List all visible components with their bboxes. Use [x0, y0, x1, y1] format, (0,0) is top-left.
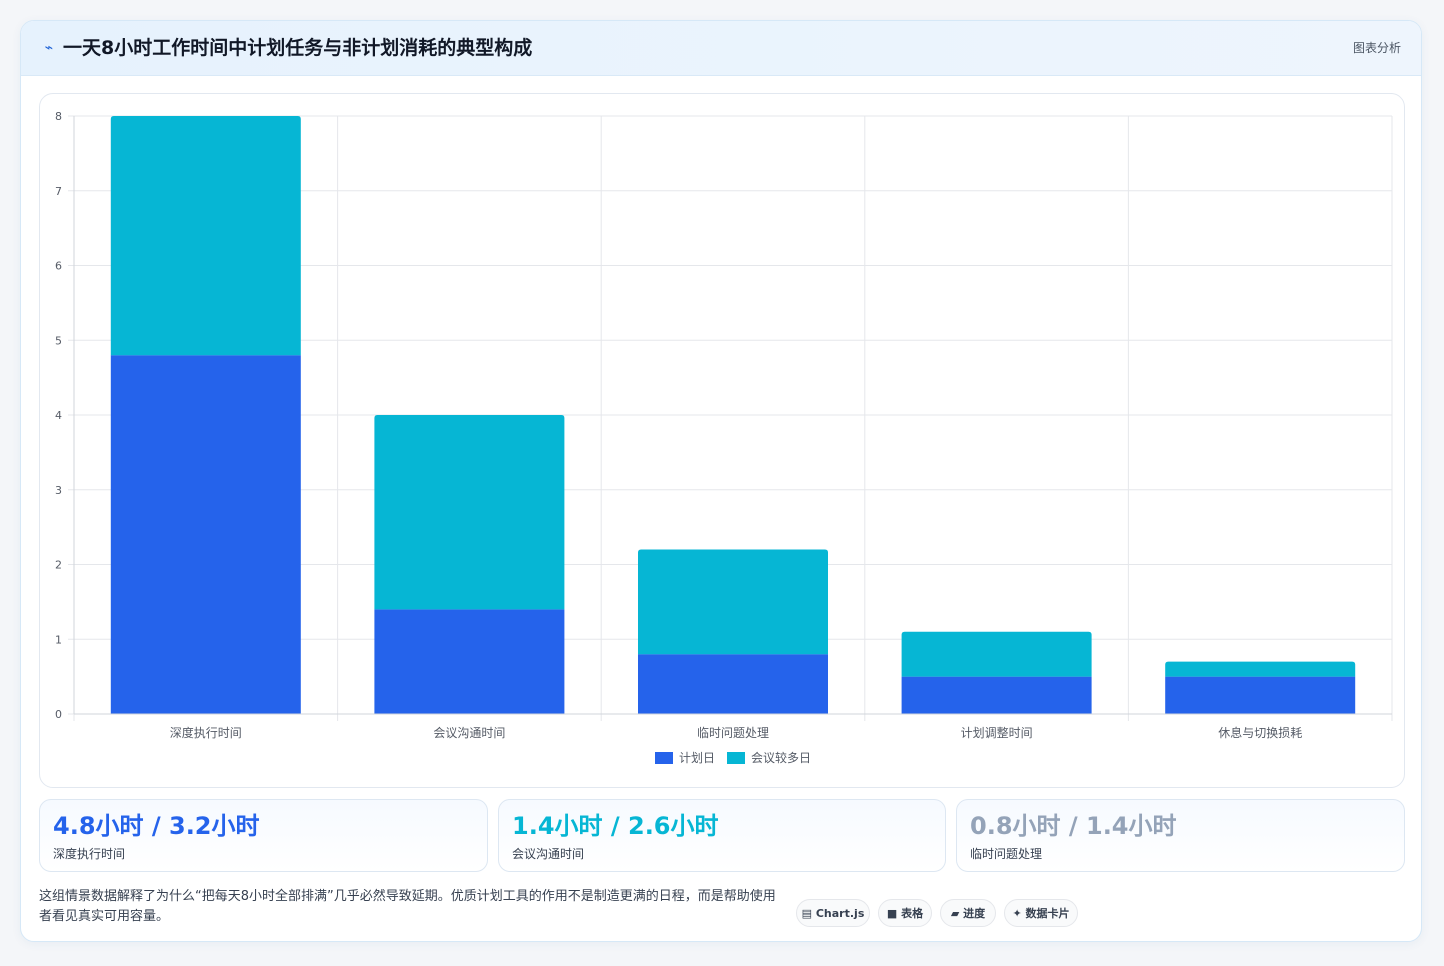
y-tick-label: 6 — [55, 260, 62, 273]
y-tick-label: 1 — [55, 633, 62, 646]
y-tick-label: 3 — [55, 484, 62, 497]
chart-analysis-link[interactable]: 图表分析 — [1352, 41, 1401, 55]
stat-label: 临时问题处理 — [970, 847, 1043, 861]
stat-card-deep-work: 4.8小时 / 3.2小时 深度执行时间 — [39, 799, 488, 872]
bar-segment — [638, 549, 828, 655]
stat-value: 4.8小时 / 3.2小时 — [53, 812, 260, 840]
y-tick-label: 0 — [55, 708, 62, 721]
stacked-bar-chart: 0 1 2 3 4 5 6 7 8 深度执行时间 会议沟通时间 临时问题处理 计划调整时间 休息与切换损耗… — [55, 110, 1393, 765]
chart-panel: 0 1 2 3 4 5 6 7 8 深度执行时间 会议沟通时间 临时问题处理 计划调整时间 休息与切换损耗… — [39, 93, 1405, 788]
progress-icon: ▰ — [950, 907, 960, 920]
legend-swatch — [727, 752, 745, 764]
x-tick-label: 会议沟通时间 — [433, 726, 505, 740]
y-tick-label: 7 — [55, 185, 62, 198]
stat-label: 深度执行时间 — [53, 847, 126, 861]
x-tick-label: 计划调整时间 — [961, 725, 1033, 740]
card-header: ⌁ 一天8小时工作时间中计划任务与非计划消耗的典型构成 图表分析 — [21, 21, 1421, 76]
bar-segment — [110, 116, 301, 356]
table-icon: ■ — [886, 907, 898, 920]
x-tick-label: 深度执行时间 — [170, 725, 242, 740]
chart-spark-icon: ⌁ — [44, 40, 54, 56]
stat-value: 0.8小时 / 1.4小时 — [970, 812, 1177, 840]
chartjs-icon: ▤ — [801, 907, 813, 920]
bar-segment — [901, 676, 1092, 714]
y-tick-label: 4 — [55, 409, 62, 422]
bar-segment — [1165, 676, 1356, 714]
x-tick-label: 休息与切换损耗 — [1218, 725, 1302, 740]
sparkle-icon: ✦ — [1012, 907, 1022, 920]
bar-segment — [638, 654, 828, 714]
tag-chartjs[interactable]: ▤ Chart.js — [796, 899, 870, 927]
tag-table[interactable]: ■ 表格 — [878, 899, 932, 927]
legend-swatch — [655, 752, 673, 764]
bar-segment — [374, 609, 565, 714]
y-tick-label: 8 — [55, 110, 62, 123]
legend-label: 计划日 — [679, 751, 715, 765]
chart-card: ⌁ 一天8小时工作时间中计划任务与非计划消耗的典型构成 图表分析 0 1 2 3 4 5 6… — [20, 20, 1422, 942]
x-tick-label: 临时问题处理 — [697, 726, 769, 740]
stat-card-adhoc-issues: 0.8小时 / 1.4小时 临时问题处理 — [956, 799, 1405, 872]
tag-label: 表格 — [901, 907, 924, 920]
stat-card-meetings: 1.4小时 / 2.6小时 会议沟通时间 — [498, 799, 946, 872]
tag-progress[interactable]: ▰ 进度 — [940, 899, 996, 927]
legend-label: 会议较多日 — [751, 750, 811, 765]
bar-segment — [374, 415, 565, 610]
y-tick-label: 2 — [55, 559, 62, 572]
chart-title: 一天8小时工作时间中计划任务与非计划消耗的典型构成 — [63, 37, 533, 59]
tag-label: Chart.js — [815, 907, 865, 920]
tag-data-cards[interactable]: ✦ 数据卡片 — [1004, 899, 1078, 927]
tag-label: 进度 — [963, 907, 986, 920]
stat-value: 1.4小时 / 2.6小时 — [512, 812, 719, 840]
stat-label: 会议沟通时间 — [512, 847, 585, 861]
bar-segment — [901, 631, 1092, 677]
tag-label: 数据卡片 — [1025, 907, 1070, 920]
y-tick-label: 5 — [55, 334, 62, 347]
bar-segment — [1165, 661, 1356, 677]
bar-segment — [110, 355, 301, 714]
footnote: 这组情景数据解释了为什么“把每天8小时全部排满”几乎必然导致延期。优质计划工具的… — [39, 889, 776, 924]
